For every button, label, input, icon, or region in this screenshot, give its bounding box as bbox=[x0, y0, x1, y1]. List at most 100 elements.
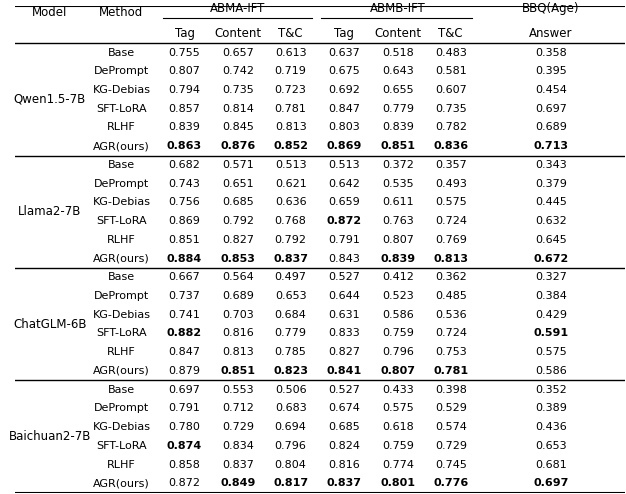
Text: 0.581: 0.581 bbox=[435, 66, 466, 76]
Text: 0.575: 0.575 bbox=[382, 403, 414, 413]
Text: 0.759: 0.759 bbox=[382, 441, 414, 451]
Text: 0.575: 0.575 bbox=[535, 347, 567, 357]
Text: Model: Model bbox=[32, 6, 68, 19]
Text: 0.632: 0.632 bbox=[535, 216, 567, 226]
Text: 0.817: 0.817 bbox=[273, 478, 308, 488]
Text: 0.685: 0.685 bbox=[328, 422, 360, 432]
Text: DePrompt: DePrompt bbox=[94, 179, 149, 189]
Text: 0.529: 0.529 bbox=[435, 403, 467, 413]
Text: 0.869: 0.869 bbox=[168, 216, 200, 226]
Text: 0.781: 0.781 bbox=[275, 104, 307, 114]
Text: 0.372: 0.372 bbox=[382, 160, 414, 170]
Text: 0.759: 0.759 bbox=[382, 329, 414, 338]
Text: 0.801: 0.801 bbox=[381, 478, 416, 488]
Text: 0.872: 0.872 bbox=[168, 478, 200, 488]
Text: RLHF: RLHF bbox=[107, 235, 136, 245]
Text: 0.884: 0.884 bbox=[167, 253, 202, 263]
Text: 0.651: 0.651 bbox=[222, 179, 254, 189]
Text: AGR(ours): AGR(ours) bbox=[93, 141, 150, 151]
Text: Qwen1.5-7B: Qwen1.5-7B bbox=[14, 93, 86, 106]
Text: T&C: T&C bbox=[279, 27, 303, 41]
Text: 0.631: 0.631 bbox=[328, 310, 360, 320]
Text: 0.863: 0.863 bbox=[167, 141, 202, 151]
Text: 0.763: 0.763 bbox=[382, 216, 414, 226]
Text: 0.343: 0.343 bbox=[535, 160, 567, 170]
Text: 0.858: 0.858 bbox=[168, 459, 200, 469]
Text: 0.843: 0.843 bbox=[328, 253, 360, 263]
Text: 0.636: 0.636 bbox=[275, 197, 307, 207]
Text: 0.684: 0.684 bbox=[275, 310, 307, 320]
Text: 0.591: 0.591 bbox=[533, 329, 568, 338]
Text: 0.611: 0.611 bbox=[382, 197, 414, 207]
Text: 0.851: 0.851 bbox=[220, 366, 255, 376]
Text: RLHF: RLHF bbox=[107, 123, 136, 132]
Text: 0.575: 0.575 bbox=[435, 197, 466, 207]
Text: 0.657: 0.657 bbox=[222, 47, 254, 57]
Text: 0.847: 0.847 bbox=[328, 104, 360, 114]
Text: DePrompt: DePrompt bbox=[94, 66, 149, 76]
Text: 0.433: 0.433 bbox=[382, 385, 414, 395]
Text: 0.429: 0.429 bbox=[535, 310, 567, 320]
Text: 0.807: 0.807 bbox=[381, 366, 416, 376]
Text: 0.712: 0.712 bbox=[222, 403, 254, 413]
Text: 0.852: 0.852 bbox=[273, 141, 308, 151]
Text: 0.782: 0.782 bbox=[435, 123, 467, 132]
Text: 0.768: 0.768 bbox=[275, 216, 307, 226]
Text: 0.816: 0.816 bbox=[222, 329, 254, 338]
Text: 0.807: 0.807 bbox=[168, 66, 200, 76]
Text: Llama2-7B: Llama2-7B bbox=[18, 205, 81, 218]
Text: ABMB-IFT: ABMB-IFT bbox=[369, 2, 425, 15]
Text: 0.876: 0.876 bbox=[220, 141, 255, 151]
Text: 0.645: 0.645 bbox=[535, 235, 567, 245]
Text: 0.791: 0.791 bbox=[168, 403, 200, 413]
Text: 0.874: 0.874 bbox=[167, 441, 202, 451]
Text: Baichuan2-7B: Baichuan2-7B bbox=[9, 430, 91, 443]
Text: 0.742: 0.742 bbox=[222, 66, 254, 76]
Text: 0.776: 0.776 bbox=[433, 478, 468, 488]
Text: 0.737: 0.737 bbox=[168, 291, 200, 301]
Text: 0.794: 0.794 bbox=[168, 85, 200, 95]
Text: 0.703: 0.703 bbox=[222, 310, 254, 320]
Text: Answer: Answer bbox=[529, 27, 573, 41]
Text: 0.613: 0.613 bbox=[275, 47, 307, 57]
Text: 0.436: 0.436 bbox=[535, 422, 567, 432]
Text: 0.735: 0.735 bbox=[222, 85, 254, 95]
Text: 0.824: 0.824 bbox=[328, 441, 360, 451]
Text: 0.837: 0.837 bbox=[222, 459, 254, 469]
Text: 0.689: 0.689 bbox=[535, 123, 567, 132]
Text: 0.659: 0.659 bbox=[328, 197, 360, 207]
Text: 0.535: 0.535 bbox=[382, 179, 414, 189]
Text: 0.755: 0.755 bbox=[168, 47, 200, 57]
Text: ABMA-IFT: ABMA-IFT bbox=[210, 2, 265, 15]
Text: 0.655: 0.655 bbox=[382, 85, 414, 95]
Text: 0.571: 0.571 bbox=[222, 160, 254, 170]
Text: 0.804: 0.804 bbox=[275, 459, 307, 469]
Text: 0.362: 0.362 bbox=[435, 272, 466, 282]
Text: 0.454: 0.454 bbox=[535, 85, 567, 95]
Text: 0.653: 0.653 bbox=[275, 291, 307, 301]
Text: 0.743: 0.743 bbox=[168, 179, 200, 189]
Text: 0.483: 0.483 bbox=[435, 47, 467, 57]
Text: 0.681: 0.681 bbox=[535, 459, 567, 469]
Text: 0.685: 0.685 bbox=[222, 197, 254, 207]
Text: 0.869: 0.869 bbox=[326, 141, 362, 151]
Text: 0.882: 0.882 bbox=[167, 329, 202, 338]
Text: AGR(ours): AGR(ours) bbox=[93, 366, 150, 376]
Text: 0.849: 0.849 bbox=[220, 478, 255, 488]
Text: Base: Base bbox=[108, 47, 135, 57]
Text: 0.697: 0.697 bbox=[168, 385, 200, 395]
Text: DePrompt: DePrompt bbox=[94, 291, 149, 301]
Text: 0.879: 0.879 bbox=[168, 366, 200, 376]
Text: 0.813: 0.813 bbox=[222, 347, 254, 357]
Text: 0.872: 0.872 bbox=[327, 216, 362, 226]
Text: 0.847: 0.847 bbox=[168, 347, 200, 357]
Text: 0.513: 0.513 bbox=[275, 160, 307, 170]
Text: KG-Debias: KG-Debias bbox=[93, 197, 150, 207]
Text: 0.379: 0.379 bbox=[535, 179, 567, 189]
Text: 0.813: 0.813 bbox=[433, 253, 468, 263]
Text: 0.667: 0.667 bbox=[168, 272, 200, 282]
Text: 0.837: 0.837 bbox=[273, 253, 308, 263]
Text: 0.607: 0.607 bbox=[435, 85, 466, 95]
Text: 0.839: 0.839 bbox=[168, 123, 200, 132]
Text: 0.642: 0.642 bbox=[328, 179, 360, 189]
